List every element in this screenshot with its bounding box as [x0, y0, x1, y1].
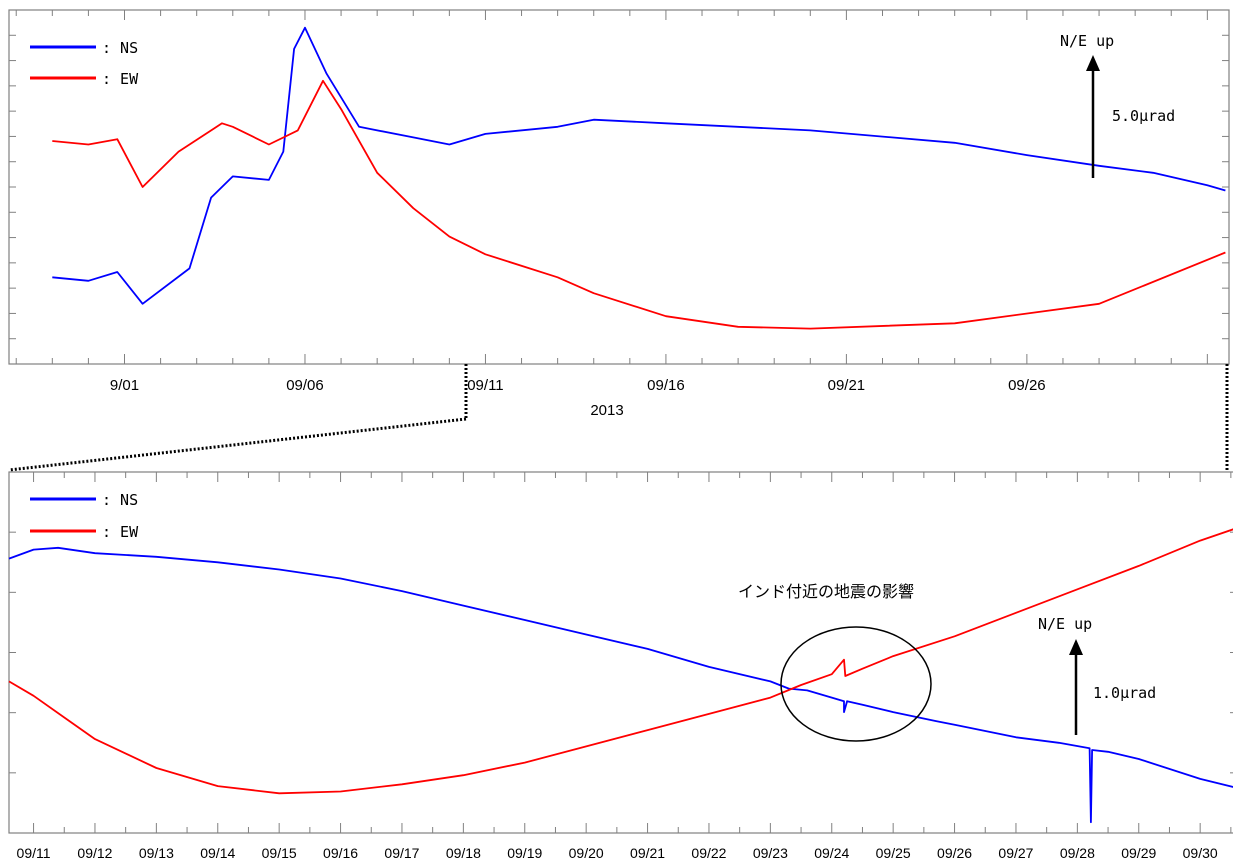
bottom-legend: : NS : EW — [30, 491, 139, 541]
bottom-x-tick-label: 09/22 — [691, 845, 726, 861]
bottom-scale-bar: N/E up 1.0μrad — [1038, 615, 1156, 735]
bottom-x-tick-label: 09/20 — [569, 845, 604, 861]
bottom-x-tick-label: 09/19 — [507, 845, 542, 861]
bottom-scale-magnitude-label: 1.0μrad — [1093, 684, 1156, 702]
bottom-x-tick-label: 09/23 — [753, 845, 788, 861]
bottom-x-tick-label: 09/24 — [814, 845, 849, 861]
earthquake-annotation-circle — [780, 626, 932, 742]
top-x-tick-label: 09/06 — [286, 377, 324, 394]
bottom-x-tick-label: 09/21 — [630, 845, 665, 861]
bottom-x-tick-label: 09/27 — [998, 845, 1033, 861]
top-x-tick-label: 09/11 — [467, 377, 503, 394]
bottom-tick-marks — [9, 472, 1233, 833]
top-x-tick-label: 09/26 — [1008, 377, 1046, 394]
bottom-series-ns — [8, 546, 1233, 824]
bottom-legend-ew-label: : EW — [102, 523, 139, 541]
top-x-tick-label: 9/01 — [110, 377, 139, 394]
bottom-x-tick-label: 09/18 — [446, 845, 481, 861]
bottom-series-ew — [8, 528, 1233, 795]
top-series-layer — [52, 26, 1226, 330]
top-legend-ns-label: : NS — [102, 39, 138, 57]
bottom-x-tick-label: 09/16 — [323, 845, 358, 861]
bottom-legend-ns-label: : NS — [102, 491, 138, 509]
bottom-x-tick-label: 09/17 — [384, 845, 419, 861]
bottom-scale-direction-label: N/E up — [1038, 615, 1092, 633]
top-scale-arrowhead-icon — [1086, 55, 1100, 71]
bottom-x-tick-label: 09/13 — [139, 845, 174, 861]
top-scale-direction-label: N/E up — [1060, 32, 1114, 50]
bottom-x-tick-label: 09/11 — [17, 845, 51, 861]
bottom-x-tick-label: 09/26 — [937, 845, 972, 861]
top-series-ns — [52, 26, 1226, 305]
top-legend: : NS : EW — [30, 39, 139, 88]
bottom-x-tick-label: 09/25 — [876, 845, 911, 861]
bottom-x-tick-label: 09/29 — [1121, 845, 1156, 861]
bottom-scale-arrowhead-icon — [1069, 639, 1083, 655]
top-year-label: 2013 — [590, 402, 623, 419]
bottom-chart: 09/11 09/12 09/13 09/14 09/15 09/16 09/17 09/18… — [8, 471, 1233, 861]
top-scale-bar: N/E up 5.0μrad — [1060, 32, 1175, 178]
top-x-tick-label: 09/21 — [828, 377, 866, 394]
top-chart: 9/01 09/06 09/11 09/16 09/21 09/26 2013 : NS … — [8, 9, 1230, 419]
bottom-x-tick-label: 09/30 — [1183, 845, 1218, 861]
bottom-x-tick-label: 09/28 — [1060, 845, 1095, 861]
bottom-x-tick-label: 09/14 — [200, 845, 235, 861]
top-x-tick-labels: 9/01 09/06 09/11 09/16 09/21 09/26 — [110, 377, 1046, 394]
bottom-x-tick-labels: 09/11 09/12 09/13 09/14 09/15 09/16 09/17 09/18… — [17, 845, 1218, 861]
top-x-tick-label: 09/16 — [647, 377, 685, 394]
top-series-ew — [52, 79, 1226, 330]
zoom-connector-diagonal — [8, 417, 467, 472]
zoom-connectors — [8, 364, 1229, 472]
top-scale-magnitude-label: 5.0μrad — [1112, 107, 1175, 125]
bottom-series-layer — [8, 528, 1233, 824]
bottom-x-tick-label: 09/12 — [77, 845, 112, 861]
top-tick-marks — [9, 10, 1229, 364]
earthquake-annotation: インド付近の地震の影響 — [738, 582, 914, 601]
bottom-x-tick-label: 09/15 — [262, 845, 297, 861]
top-legend-ew-label: : EW — [102, 70, 139, 88]
